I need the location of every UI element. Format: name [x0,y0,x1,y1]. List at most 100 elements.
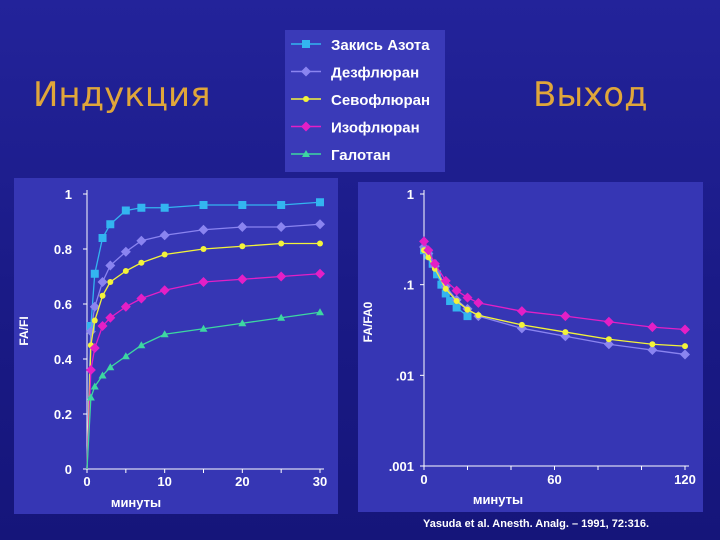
data-point [238,319,247,327]
data-point [429,258,440,269]
y-axis-label: FA/FA0 [361,301,375,342]
x-axis-label: минуты [473,492,523,507]
data-point [464,306,471,313]
series-дезфлюран [85,219,325,470]
data-point [98,234,107,242]
y-tick-label: 0.8 [54,242,72,257]
data-point [97,321,108,331]
data-point [475,312,482,319]
y-tick-label: 1 [65,187,72,202]
data-point [278,240,285,247]
x-tick-label: 10 [157,474,171,489]
data-point [647,345,658,356]
data-point [603,339,614,350]
legend-marker-севофлюран [303,96,309,102]
data-point [437,280,446,289]
data-point [680,324,690,335]
legend-label: Изофлюран [331,120,420,137]
data-point [89,301,100,312]
data-point [276,271,287,282]
data-point [106,363,115,371]
data-point [462,292,473,303]
data-point [315,219,325,230]
data-point [605,336,612,343]
x-tick-label: 30 [313,474,327,489]
y-tick-label: .1 [403,278,414,293]
data-point [276,222,287,232]
data-point [91,317,98,324]
data-point [85,365,96,375]
data-point [98,371,107,379]
data-point [136,235,147,246]
data-point [97,277,108,287]
washout-heading: Выход [533,75,648,115]
data-point [237,222,248,232]
data-point [682,343,688,350]
legend-marker-дезфлюран [301,66,311,77]
data-point [560,311,571,322]
data-point [237,274,248,285]
y-tick-label: .001 [389,459,414,474]
x-tick-label: 120 [674,472,696,487]
data-point [105,260,116,271]
y-tick-label: .01 [396,368,414,383]
data-point [136,293,147,304]
legend-marker-галотан [302,150,310,157]
data-point [442,285,449,292]
data-point [316,308,324,316]
data-point [441,289,450,298]
data-point [425,254,432,261]
series-севофлюран [86,240,323,470]
y-axis-label: FA/FI [17,316,31,345]
data-point [120,246,131,257]
legend-label: Дезфлюран [331,65,419,82]
data-point [159,285,170,296]
data-point [86,393,95,401]
data-point [451,285,462,296]
legend-background [285,30,445,172]
data-point [160,203,169,212]
data-point [99,292,106,299]
series-line-закись-азота [86,201,321,470]
induction-heading: Индукция [33,75,211,115]
legend-marker-изофлюран [301,121,311,132]
data-point [86,322,95,330]
data-point [473,297,484,308]
data-point [440,275,451,286]
y-tick-label: 1 [407,187,414,202]
legend-label: Закись Азота [331,37,430,54]
washout-chart: .001 .01 .1 1 0 60 120 минуты FA/FA0 [358,182,703,512]
y-tick-label: 0 [65,462,72,477]
data-point [122,268,129,274]
y-tick-label: 0.4 [54,352,73,367]
data-point [239,243,246,250]
legend: Закись Азота Дезфлюран Севофлюран Изофлюран… [285,30,445,172]
y-tick-label: 0.2 [54,407,72,422]
data-point [199,324,208,332]
x-tick-label: 0 [420,472,427,487]
series-галотан [86,308,324,470]
data-point [137,341,146,349]
data-point [453,298,460,305]
x-tick-label: 0 [83,474,90,489]
data-point [649,341,656,348]
data-point [105,312,116,323]
induction-plot-background [14,178,338,514]
data-point [277,201,286,209]
y-tick-label: 0.6 [54,297,72,312]
data-point [562,329,569,336]
data-point [446,297,455,306]
series-line-севофлюран [86,242,320,470]
data-point [90,269,99,278]
data-point [463,312,472,321]
data-point [433,270,442,279]
data-point [238,201,247,209]
data-point [516,306,527,317]
washout-plot-background [358,182,703,512]
data-point [316,198,324,207]
data-point [89,343,100,353]
x-tick-label: 60 [547,472,561,487]
data-point [138,259,145,266]
series-изофлюран [419,236,690,335]
